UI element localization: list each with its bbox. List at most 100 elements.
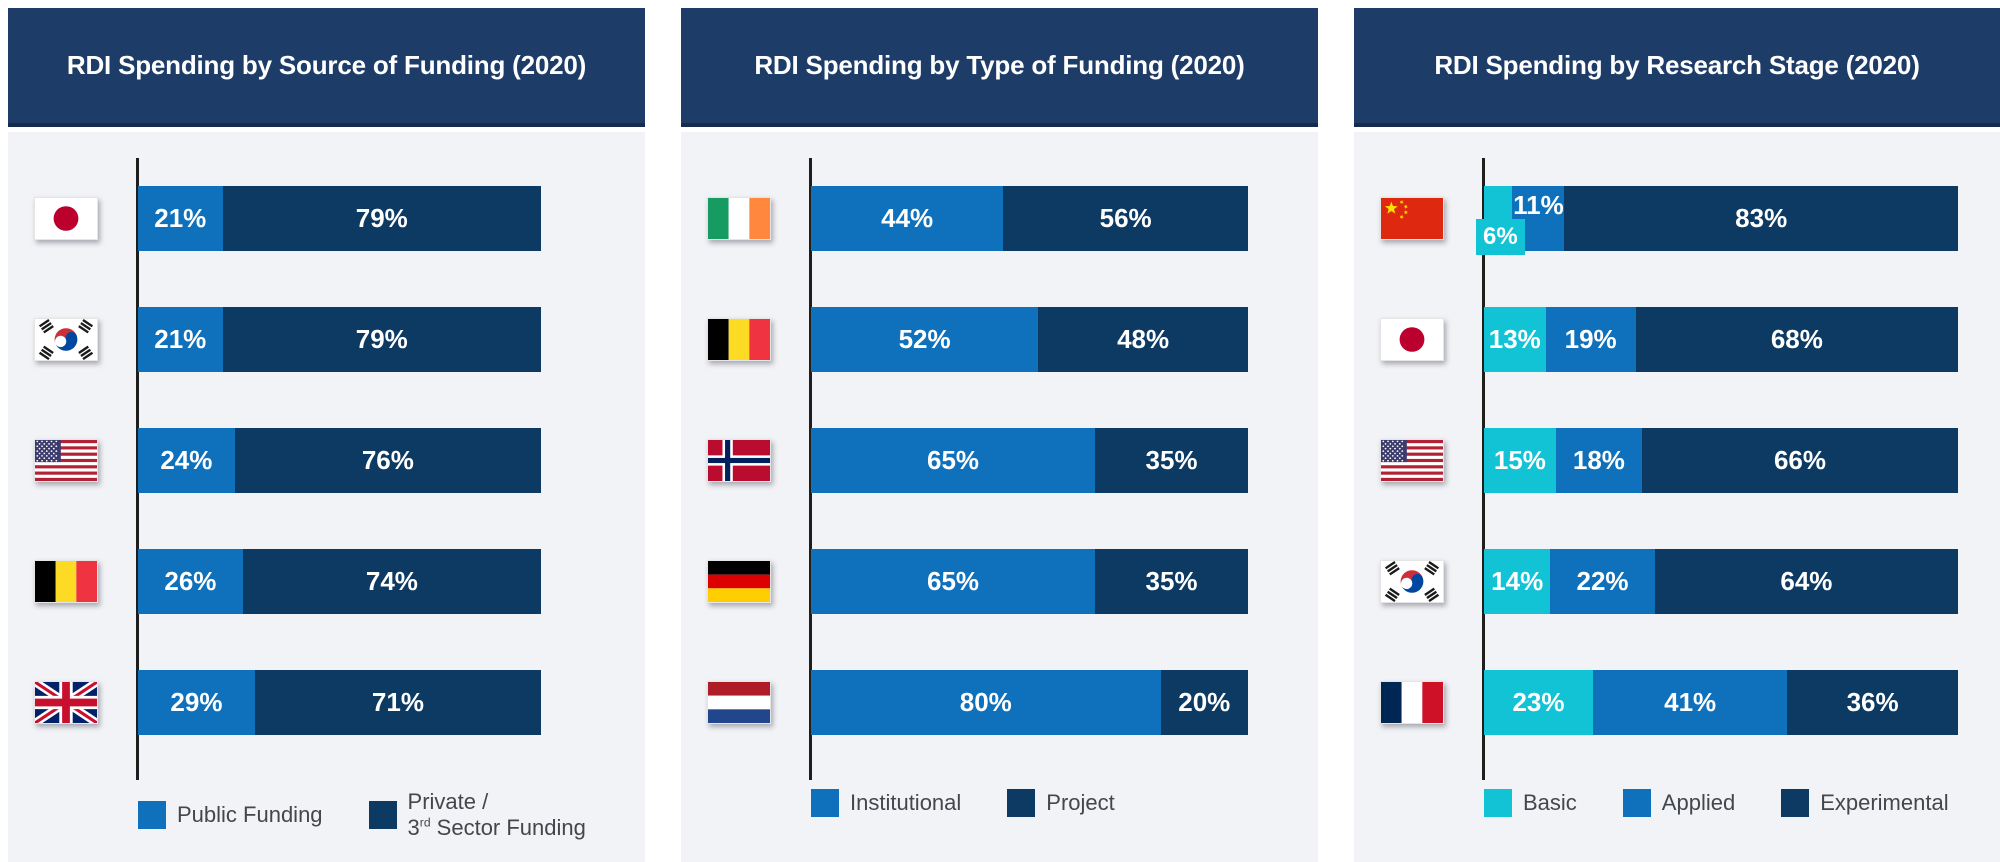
bar-segment-applied: 22% (1550, 549, 1655, 614)
bar-value-label: 22% (1576, 566, 1629, 596)
bar-value-label: 71% (371, 687, 424, 717)
bar-segment-experimental: 36% (1787, 670, 1958, 735)
bar-segment-project: 56% (1003, 186, 1248, 251)
flag-ireland-icon (707, 197, 771, 240)
legend-item-basic: Basic (1484, 789, 1577, 817)
stacked-bar: 13% 19% 68% (1484, 307, 1958, 372)
bar-segment-public: 24% (138, 428, 235, 493)
stacked-bar: 23% 41% 36% (1484, 670, 1958, 735)
legend-item-experimental: Experimental (1781, 789, 1949, 817)
bar-value-label: 36% (1846, 687, 1899, 717)
bar-segment-private: 74% (242, 549, 541, 614)
bar-value-label: 6% (1476, 219, 1525, 255)
stacked-bar: 14% 22% 64% (1484, 549, 1959, 614)
legend-swatch (1622, 789, 1651, 817)
bar-segment-institutional: 65% (811, 428, 1096, 493)
bar-segment-applied: 41% (1593, 670, 1788, 735)
bar-value-label: 24% (160, 445, 213, 475)
bar-segment-applied: 19% (1545, 307, 1636, 372)
legend-label: Project (1046, 790, 1115, 816)
chart-title-bar: RDI Spending by Type of Funding (2020) (681, 8, 1318, 127)
flag-south-korea-icon (34, 318, 98, 361)
legend-label: Private /3rd Sector Funding (407, 789, 586, 840)
bar-value-label: 14% (1491, 566, 1544, 596)
chart-title: RDI Spending by Source of Funding (2020) (66, 50, 587, 80)
bar-row-belgium: 52% 48% (681, 307, 1318, 372)
legend: Institutional Project (811, 789, 1318, 817)
stacked-bar: 26% 74% (138, 549, 541, 614)
stacked-bar: 15% 18% 66% (1484, 428, 1958, 493)
bar-value-label: 41% (1664, 687, 1717, 717)
bar-value-label: 29% (170, 687, 223, 717)
bar-segment-private: 76% (234, 428, 541, 493)
bar-value-label: 11% (1513, 190, 1564, 220)
stacked-bar: 80% 20% (811, 670, 1248, 735)
bar-value-label: 13% (1488, 324, 1541, 354)
bar-value-label: 79% (355, 324, 408, 354)
bar-segment-applied: 18% (1555, 428, 1642, 493)
bar-row-united-kingdom: 29% 71% (8, 670, 645, 735)
bar-segment-basic: 14% (1484, 549, 1551, 614)
bar-segment-public: 21% (138, 307, 223, 372)
legend-item-institutional: Institutional (811, 789, 961, 817)
bar-segment-project: 20% (1160, 670, 1248, 735)
legend-swatch (811, 789, 839, 817)
legend-item-public: Public Funding (138, 800, 323, 829)
y-axis-line (136, 158, 139, 780)
bar-value-label: 44% (881, 203, 934, 233)
legend-item-private: Private /3rd Sector Funding (368, 789, 586, 841)
bar-row-united-states: 15% 18% 66% (1354, 428, 2000, 493)
stacked-bar: 65% 35% (811, 428, 1248, 493)
flag-united-kingdom-icon (34, 681, 98, 724)
chart-body: 6% 11% 83% 13% 19% 68% 15% 18% 66% 14% 22% 64% 23% 41… (1354, 132, 2000, 862)
bar-value-label: 35% (1145, 445, 1198, 475)
flag-united-states-icon (34, 439, 98, 482)
flag-china-icon (1380, 197, 1444, 240)
plot-area: 21% 79% 21% 79% 24% 76% 26% 74% 29% 71% (8, 186, 645, 735)
legend-label: Public Funding (177, 801, 323, 827)
bar-value-label: 56% (1099, 203, 1152, 233)
bar-value-label: 26% (164, 566, 217, 596)
plot-area: 6% 11% 83% 13% 19% 68% 15% 18% 66% 14% 22% 64% 23% 41… (1354, 186, 2000, 735)
stacked-bar: 24% 76% (138, 428, 541, 493)
chart-title: RDI Spending by Research Stage (2020) (1434, 50, 1920, 80)
bar-segment-project: 35% (1095, 428, 1248, 493)
bar-row-united-states: 24% 76% (8, 428, 645, 493)
stacked-bar: 65% 35% (811, 549, 1248, 614)
bar-segment-institutional: 65% (811, 549, 1096, 614)
flag-south-korea-icon (1380, 560, 1444, 603)
bar-segment-institutional: 44% (811, 186, 1004, 251)
bar-value-label: 18% (1572, 445, 1625, 475)
flag-belgium-icon (707, 318, 771, 361)
bar-value-label: 76% (361, 445, 414, 475)
bar-value-label: 35% (1145, 566, 1198, 596)
bar-segment-private: 79% (222, 186, 541, 251)
bar-segment-experimental: 64% (1654, 549, 1959, 614)
bar-value-label: 65% (927, 445, 980, 475)
plot-area: 44% 56% 52% 48% 65% 35% 65% 35% 80% 20% (681, 186, 1318, 735)
bar-row-south-korea: 21% 79% (8, 307, 645, 372)
bar-row-france: 23% 41% 36% (1354, 670, 2000, 735)
legend-label: Applied (1661, 790, 1736, 816)
legend-swatch (368, 800, 397, 829)
chart-card-research-stage: RDI Spending by Research Stage (2020) 6%… (1354, 8, 2000, 862)
bar-segment-private: 79% (222, 307, 541, 372)
bar-value-label: 64% (1780, 566, 1833, 596)
bar-value-label: 79% (355, 203, 408, 233)
flag-france-icon (1380, 681, 1444, 724)
stacked-bar: 52% 48% (811, 307, 1248, 372)
bar-row-belgium: 26% 74% (8, 549, 645, 614)
legend-swatch (138, 800, 166, 829)
chart-card-source-of-funding: RDI Spending by Source of Funding (2020)… (8, 8, 645, 862)
chart-body: 21% 79% 21% 79% 24% 76% 26% 74% 29% 71% Public Fu… (8, 132, 645, 862)
bar-row-china: 6% 11% 83% (1354, 186, 2000, 255)
bar-segment-project: 35% (1095, 549, 1248, 614)
legend-item-project: Project (1007, 789, 1115, 817)
legend-swatch (1484, 789, 1512, 817)
chart-title-bar: RDI Spending by Source of Funding (2020) (8, 8, 645, 127)
legend: Basic Applied Experimental (1484, 789, 2000, 817)
bar-segment-institutional: 80% (811, 670, 1161, 735)
flag-germany-icon (707, 560, 771, 603)
legend: Public Funding Private /3rd Sector Fundin… (138, 789, 645, 841)
bar-segment-public: 29% (138, 670, 255, 735)
